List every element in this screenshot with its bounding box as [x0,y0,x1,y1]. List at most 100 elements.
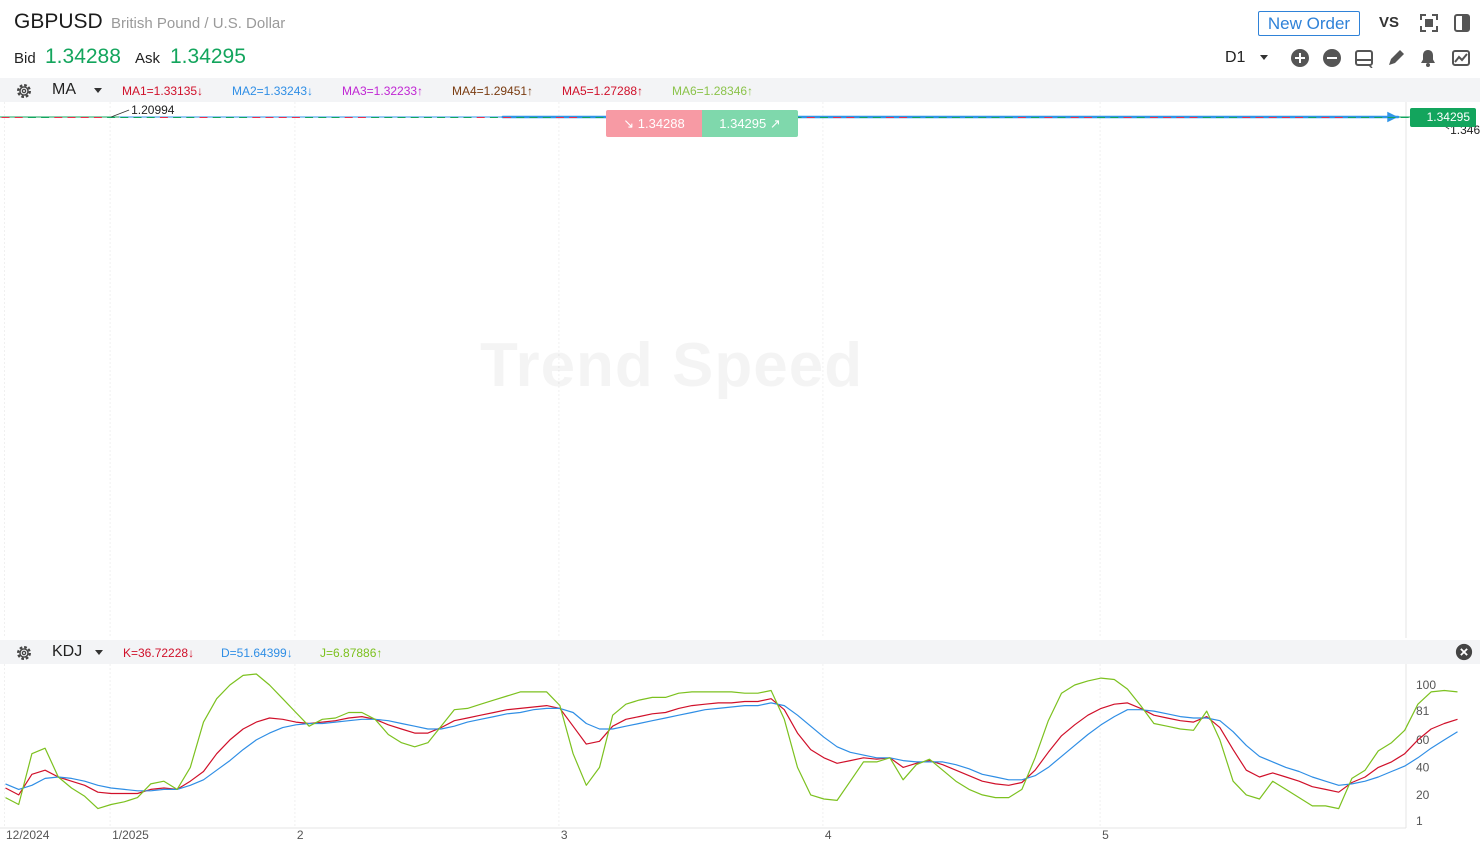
candle [1255,117,1264,118]
candle [899,117,908,119]
candle-body [437,117,446,119]
candle [529,117,538,119]
candle [54,117,63,119]
candle [27,117,36,119]
candle [938,117,947,119]
ask-label: Ask [135,50,161,67]
candle [463,117,472,119]
candle-body [1202,117,1211,119]
candle [569,117,578,119]
candle-body [212,117,221,119]
candle-body [991,117,1000,119]
x-tick-label: 12/2024 [6,828,50,842]
ma1-value: MA1=1.33135↓ [122,84,204,98]
split-view-icon[interactable] [1452,13,1472,33]
sell-button[interactable]: ↘ 1.34288 [606,110,702,137]
kdj-d-line [5,702,1458,792]
candle [1281,117,1290,119]
candle [305,117,314,119]
candle [978,117,987,119]
candle [951,117,960,119]
zoom-out-icon[interactable] [1322,48,1342,68]
candle-body [278,117,287,119]
candle [1308,117,1317,118]
candle [925,117,934,119]
candle-body [1387,117,1396,118]
kdj-close-icon[interactable] [1455,643,1473,661]
candle-body [384,117,393,119]
chart-type-icon[interactable] [1451,48,1471,68]
kdj-chevron-down-icon[interactable] [95,650,103,655]
candle-body [899,117,908,119]
timeframe-select[interactable]: D1 [1225,49,1246,66]
candle [582,117,591,119]
ask-price: 1.34295 [170,45,246,68]
candle-body [371,117,380,119]
ma-chevron-down-icon[interactable] [94,88,102,93]
candle [1004,117,1013,119]
candle [1097,117,1106,118]
candle-body [846,117,855,119]
candle [199,117,208,119]
candle-body [1268,117,1277,119]
candle-body [1334,117,1343,119]
candle [1123,117,1132,118]
candle [14,117,23,119]
candle-body [291,117,300,119]
timeframe-chevron-down-icon[interactable] [1260,55,1268,60]
candle-body [1374,117,1383,118]
candle-body [133,117,142,119]
candle [1202,117,1211,119]
ma-indicator-select[interactable]: MA [52,81,76,98]
candle [344,117,353,119]
candle-body [582,117,591,119]
candle [1321,117,1330,118]
fullscreen-icon[interactable] [1419,13,1439,33]
candle-body [93,117,102,119]
candle-body [423,117,432,119]
candle [542,117,551,119]
layout-icon[interactable] [1354,48,1374,68]
ma-settings-gear-icon[interactable] [15,82,33,100]
candle-body [265,117,274,119]
bell-icon[interactable] [1418,48,1438,68]
candle [1070,117,1079,118]
candle [595,117,604,119]
new-order-button[interactable]: New Order [1258,11,1360,36]
kdj-indicator-select[interactable]: KDJ [52,643,83,660]
candle-body [80,117,89,119]
candle [291,117,300,119]
kdj-tick-label: 60 [1416,733,1430,747]
candle [1400,117,1409,118]
candle-body [1308,117,1317,118]
watermark: Trend Speed [480,330,863,401]
ma6-value: MA6=1.28346↑ [672,84,754,98]
candle [872,117,881,119]
candle [516,117,525,119]
kdj-d-value: D=51.64399↓ [221,646,293,660]
candle-body [120,117,129,119]
candle [1347,117,1356,118]
candle [885,117,894,119]
candle-body [489,117,498,119]
buy-button[interactable]: 1.34295 ↗ [702,110,798,137]
kdj-j-value: J=6.87886↑ [320,646,383,660]
candle-body [239,117,248,119]
x-tick-label: 2 [297,828,304,842]
candle [252,117,261,119]
candle [1176,117,1185,118]
kdj-settings-gear-icon[interactable] [15,644,33,662]
candle-body [41,117,50,119]
symbol-name: GBPUSD [14,10,103,33]
candle [965,117,974,119]
pencil-icon[interactable] [1386,48,1406,68]
vs-button[interactable]: VS [1379,14,1400,31]
candle-body [1097,117,1106,118]
candle-body [186,117,195,119]
candle-body [450,117,459,119]
candle-body [819,117,828,119]
zoom-in-icon[interactable] [1290,48,1310,68]
ma2-value: MA2=1.33243↓ [232,84,314,98]
candle-body [569,117,578,119]
candle-body [318,117,327,119]
